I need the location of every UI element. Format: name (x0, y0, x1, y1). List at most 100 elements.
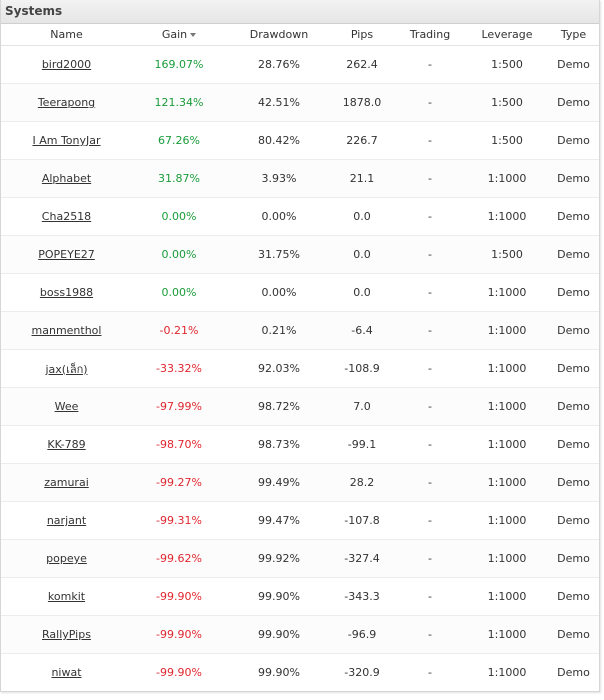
trading-column-cell: - (392, 653, 468, 691)
leverage-column-cell: 1:500 (468, 121, 546, 160)
column-header-type[interactable]: Type (546, 24, 599, 46)
gain-column-cell: -99.90% (132, 653, 226, 691)
table-row: RallyPips -99.90% 99.90% -96.9 - 1:1000 Demo (1, 615, 599, 654)
system-name-link[interactable]: niwat (51, 666, 82, 679)
type-cell: Demo (557, 96, 590, 109)
column-header-gain[interactable]: Gain (132, 24, 226, 46)
pips-cell: -107.8 (344, 514, 380, 527)
pips-column-cell: 226.7 (332, 121, 392, 160)
table-row: zamurai -99.27% 99.49% 28.2 - 1:1000 Demo (1, 463, 599, 502)
trading-column-cell: - (392, 311, 468, 350)
drawdown-column-cell: 0.21% (226, 311, 332, 350)
table-row: Teerapong 121.34% 42.51% 1878.0 - 1:500 Demo (1, 83, 599, 122)
gain-cell: -99.90% (156, 666, 202, 679)
trading-cell: - (428, 210, 432, 223)
system-name-link[interactable]: POPEYE27 (38, 248, 95, 261)
system-name-link[interactable]: komkit (47, 590, 86, 603)
table-header: Name Gain Drawdown Pips Trading Leverage… (1, 24, 599, 46)
system-name-link[interactable]: bird2000 (41, 58, 92, 71)
column-header-leverage-label: Leverage (481, 28, 533, 41)
leverage-cell: 1:1000 (487, 552, 527, 565)
systems-table: Name Gain Drawdown Pips Trading Leverage… (1, 24, 599, 691)
gain-cell: 0.00% (161, 248, 197, 261)
type-cell: Demo (557, 134, 590, 147)
leverage-cell: 1:1000 (487, 324, 527, 337)
gain-column-cell: -99.31% (132, 501, 226, 540)
leverage-column-cell: 1:500 (468, 83, 546, 122)
trading-cell: - (428, 666, 432, 679)
leverage-cell: 1:1000 (487, 514, 527, 527)
gain-column-cell: 67.26% (132, 121, 226, 160)
system-name-link[interactable]: narjant (46, 514, 87, 527)
leverage-column-cell: 1:1000 (468, 501, 546, 540)
gain-column-cell: 0.00% (132, 273, 226, 312)
leverage-cell: 1:500 (491, 96, 523, 109)
gain-column-cell: -33.32% (132, 349, 226, 388)
system-name-link[interactable]: Alphabet (41, 172, 92, 185)
trading-cell: - (428, 438, 432, 451)
type-column-cell: Demo (546, 83, 599, 122)
drawdown-cell: 3.93% (261, 172, 297, 185)
trading-cell: - (428, 400, 432, 413)
system-name-link[interactable]: jax(เล็ก) (45, 362, 88, 376)
drawdown-cell: 98.72% (258, 400, 300, 413)
pips-column-cell: 0.0 (332, 197, 392, 236)
drawdown-cell: 99.90% (258, 666, 300, 679)
system-name-link[interactable]: popeye (46, 552, 87, 565)
system-name-link[interactable]: Teerapong (37, 96, 96, 109)
drawdown-column-cell: 99.47% (226, 501, 332, 540)
trading-column-cell: - (392, 501, 468, 540)
trading-column-cell: - (392, 463, 468, 502)
gain-column-cell: -99.62% (132, 539, 226, 578)
leverage-column-cell: 1:1000 (468, 273, 546, 312)
drawdown-column-cell: 0.00% (226, 273, 332, 312)
drawdown-column-cell: 31.75% (226, 235, 332, 274)
system-name-link[interactable]: Cha2518 (41, 210, 92, 223)
type-column-cell: Demo (546, 235, 599, 274)
system-name-link[interactable]: KK-789 (47, 438, 86, 451)
pips-column-cell: 28.2 (332, 463, 392, 502)
name-column-cell: komkit (1, 577, 132, 616)
panel-title: Systems (1, 0, 599, 24)
table-row: manmenthol -0.21% 0.21% -6.4 - 1:1000 Demo (1, 311, 599, 350)
type-column-cell: Demo (546, 311, 599, 350)
pips-column-cell: 0.0 (332, 273, 392, 312)
system-name-link[interactable]: boss1988 (39, 286, 94, 299)
table-row: KK-789 -98.70% 98.73% -99.1 - 1:1000 Demo (1, 425, 599, 464)
pips-column-cell: -327.4 (332, 539, 392, 578)
leverage-cell: 1:1000 (487, 590, 527, 603)
gain-column-cell: -0.21% (132, 311, 226, 350)
pips-cell: -108.9 (344, 362, 380, 375)
column-header-pips-label: Pips (350, 28, 374, 41)
column-header-name[interactable]: Name (1, 24, 132, 46)
gain-cell: 0.00% (161, 210, 197, 223)
leverage-column-cell: 1:1000 (468, 349, 546, 388)
drawdown-column-cell: 99.90% (226, 615, 332, 654)
drawdown-column-cell: 28.76% (226, 45, 332, 84)
trading-column-cell: - (392, 425, 468, 464)
column-header-leverage[interactable]: Leverage (468, 24, 546, 46)
type-column-cell: Demo (546, 121, 599, 160)
leverage-column-cell: 1:1000 (468, 653, 546, 691)
system-name-link[interactable]: I Am TonyJar (32, 134, 101, 147)
leverage-column-cell: 1:1000 (468, 159, 546, 198)
gain-column-cell: -99.90% (132, 615, 226, 654)
name-column-cell: bird2000 (1, 45, 132, 84)
gain-column-cell: -98.70% (132, 425, 226, 464)
system-name-link[interactable]: zamurai (44, 476, 89, 489)
column-header-pips[interactable]: Pips (332, 24, 392, 46)
system-name-link[interactable]: RallyPips (42, 628, 91, 641)
table-row: POPEYE27 0.00% 31.75% 0.0 - 1:500 Demo (1, 235, 599, 274)
trading-cell: - (428, 248, 432, 261)
system-name-link[interactable]: manmenthol (31, 324, 102, 337)
trading-column-cell: - (392, 197, 468, 236)
gain-column-cell: 121.34% (132, 83, 226, 122)
type-column-cell: Demo (546, 615, 599, 654)
column-header-drawdown[interactable]: Drawdown (226, 24, 332, 46)
system-name-link[interactable]: Wee (54, 400, 79, 413)
leverage-cell: 1:1000 (487, 362, 527, 375)
column-header-trading[interactable]: Trading (392, 24, 468, 46)
trading-cell: - (428, 324, 432, 337)
name-column-cell: popeye (1, 539, 132, 578)
